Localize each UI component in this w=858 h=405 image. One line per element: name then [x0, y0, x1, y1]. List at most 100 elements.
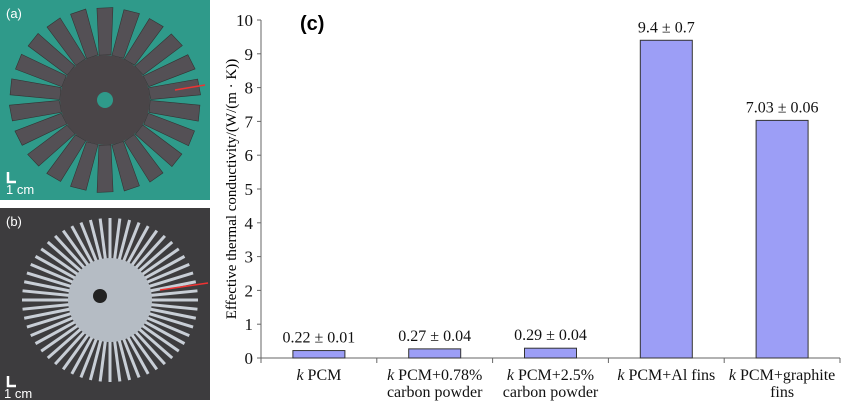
- fin: [112, 339, 122, 382]
- y-tick-label: 10: [236, 11, 253, 30]
- bar: [292, 350, 346, 359]
- fin: [23, 307, 72, 320]
- y-tick-label: 7: [245, 112, 254, 131]
- fin: [70, 335, 94, 375]
- fin: [143, 255, 186, 281]
- fin: [137, 240, 174, 273]
- scale-bar-icon: [6, 376, 16, 388]
- fin: [111, 140, 140, 192]
- fin: [34, 319, 77, 345]
- fin: [130, 229, 159, 268]
- fin: [143, 319, 186, 345]
- fin: [98, 339, 108, 382]
- x-category-label: k PCM+graphite: [729, 367, 835, 384]
- fin: [34, 255, 77, 281]
- y-axis-label: Effective thermal conductivity/(W/(m · K…: [224, 59, 240, 319]
- fin: [134, 33, 183, 76]
- fin: [145, 263, 190, 285]
- y-tick-label: 5: [245, 180, 254, 199]
- fin: [121, 222, 141, 263]
- chart-title: (c): [300, 13, 324, 35]
- x-category-label: k PCM: [296, 367, 341, 384]
- fin: [46, 17, 87, 66]
- x-category-label: carbon powder: [503, 384, 599, 401]
- fin: [147, 311, 194, 329]
- fin: [147, 271, 194, 289]
- fin: [26, 311, 73, 329]
- x-category-label: k PCM+0.78%: [387, 367, 482, 384]
- fin: [126, 335, 150, 375]
- fin: [145, 315, 190, 337]
- bar: [755, 119, 809, 359]
- fin: [133, 234, 166, 270]
- aluminum-fins: [22, 218, 198, 382]
- bar-value-label: 9.4 ± 0.7: [638, 19, 695, 36]
- fin: [117, 338, 132, 381]
- fin: [96, 7, 114, 56]
- fin: [137, 327, 174, 360]
- scale-bar-label: 1 cm: [4, 386, 32, 400]
- fin: [88, 219, 103, 262]
- x-category-label: fins: [770, 384, 794, 401]
- x-category-label: carbon powder: [387, 384, 483, 401]
- bar-value-label: 0.27 ± 0.04: [398, 328, 471, 345]
- graphite-fins: [9, 7, 201, 193]
- bar: [524, 347, 577, 359]
- fin: [88, 338, 103, 381]
- bar-value-label: 0.22 ± 0.01: [283, 330, 356, 347]
- bar-value-label: 7.03 ± 0.06: [746, 99, 819, 116]
- fin: [130, 332, 159, 371]
- panel-label-b: (b): [6, 214, 22, 229]
- fin: [70, 225, 94, 265]
- x-category-label: k PCM+Al fins: [617, 367, 715, 384]
- y-tick-label: 3: [245, 248, 254, 267]
- fin: [27, 124, 76, 167]
- fin: [121, 337, 141, 378]
- fin: [54, 330, 87, 366]
- scale-bar-label: 1 cm: [6, 182, 34, 197]
- fin: [117, 219, 132, 262]
- fin: [54, 234, 87, 270]
- photo-aluminum-fin-heat-sink: (b) 1 cm: [0, 208, 210, 400]
- photo-graphite-fin-heat-sink: (a) 1 cm: [0, 0, 210, 200]
- scale-bar-icon: [6, 172, 16, 184]
- fin: [26, 271, 73, 289]
- fin: [61, 229, 90, 268]
- fin: [140, 323, 180, 353]
- fin: [149, 302, 198, 311]
- fin: [46, 240, 83, 273]
- fin: [96, 144, 114, 193]
- fin: [148, 280, 197, 293]
- fin: [22, 289, 71, 298]
- y-tick-label: 9: [245, 45, 254, 64]
- x-category-label: k PCM+2.5%: [507, 367, 594, 384]
- bar: [639, 39, 693, 359]
- y-tick-label: 4: [245, 214, 254, 233]
- panel-label-a: (a): [6, 6, 22, 21]
- fin: [148, 307, 197, 320]
- thermal-conductivity-bar-chart: (c) Effective thermal conductivity/(W/(m…: [224, 11, 841, 401]
- fin: [23, 280, 72, 293]
- fin: [126, 225, 150, 265]
- fin: [143, 112, 195, 147]
- fin: [79, 337, 99, 378]
- bar-value-label: 0.29 ± 0.04: [514, 327, 587, 344]
- fin: [140, 247, 180, 277]
- y-tick-label: 1: [245, 315, 254, 334]
- fin: [30, 263, 75, 285]
- bar: [408, 348, 462, 359]
- fin: [22, 302, 71, 311]
- fin: [149, 289, 198, 298]
- fin: [40, 247, 80, 277]
- y-tick-label: 6: [245, 146, 254, 165]
- fin: [46, 327, 83, 360]
- fin: [133, 330, 166, 366]
- y-tick-label: 8: [245, 79, 254, 98]
- fin: [98, 218, 108, 261]
- fin: [79, 222, 99, 263]
- fin: [112, 218, 122, 261]
- fin: [40, 323, 80, 353]
- fin: [30, 315, 75, 337]
- y-tick-label: 2: [245, 281, 254, 300]
- fin: [61, 332, 90, 371]
